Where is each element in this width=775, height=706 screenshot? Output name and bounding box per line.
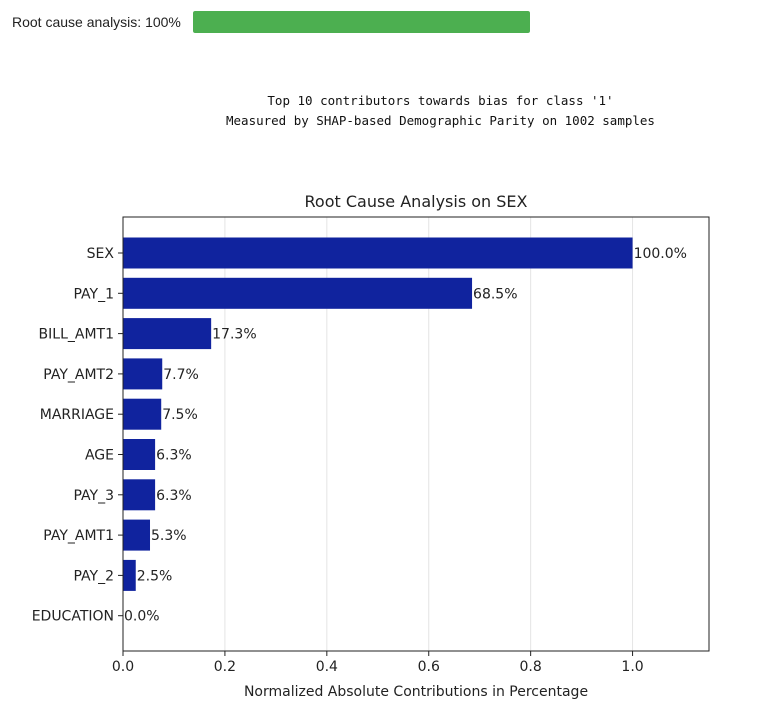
y-tick-label: BILL_AMT1 xyxy=(39,327,114,343)
bar xyxy=(123,439,156,470)
y-tick-label: PAY_AMT2 xyxy=(43,367,114,383)
x-tick-label: 0.4 xyxy=(316,659,338,675)
y-tick-label: MARRIAGE xyxy=(40,407,114,423)
progress-bar-track xyxy=(193,11,530,33)
x-tick-label: 0.2 xyxy=(214,659,236,675)
bar xyxy=(123,479,156,511)
data-label: 6.3% xyxy=(156,448,192,464)
data-label: 2.5% xyxy=(137,568,173,584)
data-label: 7.5% xyxy=(162,407,198,423)
x-tick-label: 0.0 xyxy=(112,659,134,675)
data-label: 17.3% xyxy=(212,327,256,343)
y-tick-label: PAY_1 xyxy=(74,286,115,302)
progress-label: Root cause analysis: 100% xyxy=(12,14,181,30)
x-tick-label: 0.6 xyxy=(418,659,440,675)
bar xyxy=(123,398,162,430)
data-label: 0.0% xyxy=(124,609,160,625)
bars: 100.0% 68.5% 17.3% 7.7% 7.5% 6.3% 6.3% 5.3% 2.5%… xyxy=(123,237,687,625)
data-label: 6.3% xyxy=(156,488,192,504)
y-tick-label: SEX xyxy=(87,246,115,262)
data-label: 7.7% xyxy=(163,367,199,383)
x-tick-label: 0.8 xyxy=(520,659,542,675)
data-label: 100.0% xyxy=(634,246,687,262)
y-tick-label: AGE xyxy=(85,448,114,464)
y-axis-labels: SEX PAY_1 BILL_AMT1 PAY_AMT2 MARRIAGE AGE PAY_… xyxy=(32,246,123,625)
bar xyxy=(123,519,151,551)
output-line-2: Measured by SHAP-based Demographic Parit… xyxy=(226,113,655,128)
bar xyxy=(123,237,633,269)
plot-frame xyxy=(122,216,710,652)
x-axis-label: Normalized Absolute Contributions in Per… xyxy=(244,684,588,700)
cell-output-text: Top 10 contributors towards bias for cla… xyxy=(226,91,655,131)
y-tick-label: PAY_2 xyxy=(74,568,115,584)
bar xyxy=(123,318,212,350)
bar xyxy=(123,559,136,591)
output-line-1: Top 10 contributors towards bias for cla… xyxy=(267,93,614,108)
progress-widget: Root cause analysis: 100% xyxy=(12,10,530,34)
bar xyxy=(123,277,473,309)
progress-bar-fill xyxy=(193,11,530,33)
chart-title: Root Cause Analysis on SEX xyxy=(305,192,528,211)
data-label: 68.5% xyxy=(473,286,517,302)
y-tick-label: PAY_AMT1 xyxy=(43,528,114,544)
y-tick-label: EDUCATION xyxy=(32,609,114,625)
y-tick-label: PAY_3 xyxy=(74,488,115,504)
x-axis-ticks: 0.0 0.2 0.4 0.6 0.8 1.0 xyxy=(112,651,644,675)
x-tick-label: 1.0 xyxy=(621,659,643,675)
bar xyxy=(123,358,163,390)
data-label: 5.3% xyxy=(151,528,187,544)
